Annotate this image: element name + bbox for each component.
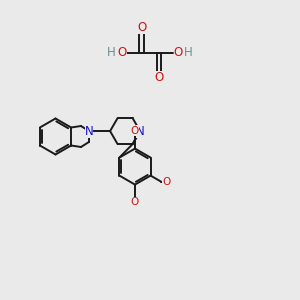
Text: H: H (106, 46, 116, 59)
Text: O: O (174, 46, 183, 59)
Text: O: O (118, 46, 127, 59)
Text: O: O (162, 177, 170, 187)
Text: O: O (131, 197, 139, 207)
Text: N: N (136, 124, 145, 138)
Text: H: H (184, 46, 193, 59)
Text: O: O (137, 21, 146, 34)
Text: N: N (85, 124, 94, 138)
Text: O: O (131, 127, 139, 136)
Text: O: O (154, 70, 164, 84)
